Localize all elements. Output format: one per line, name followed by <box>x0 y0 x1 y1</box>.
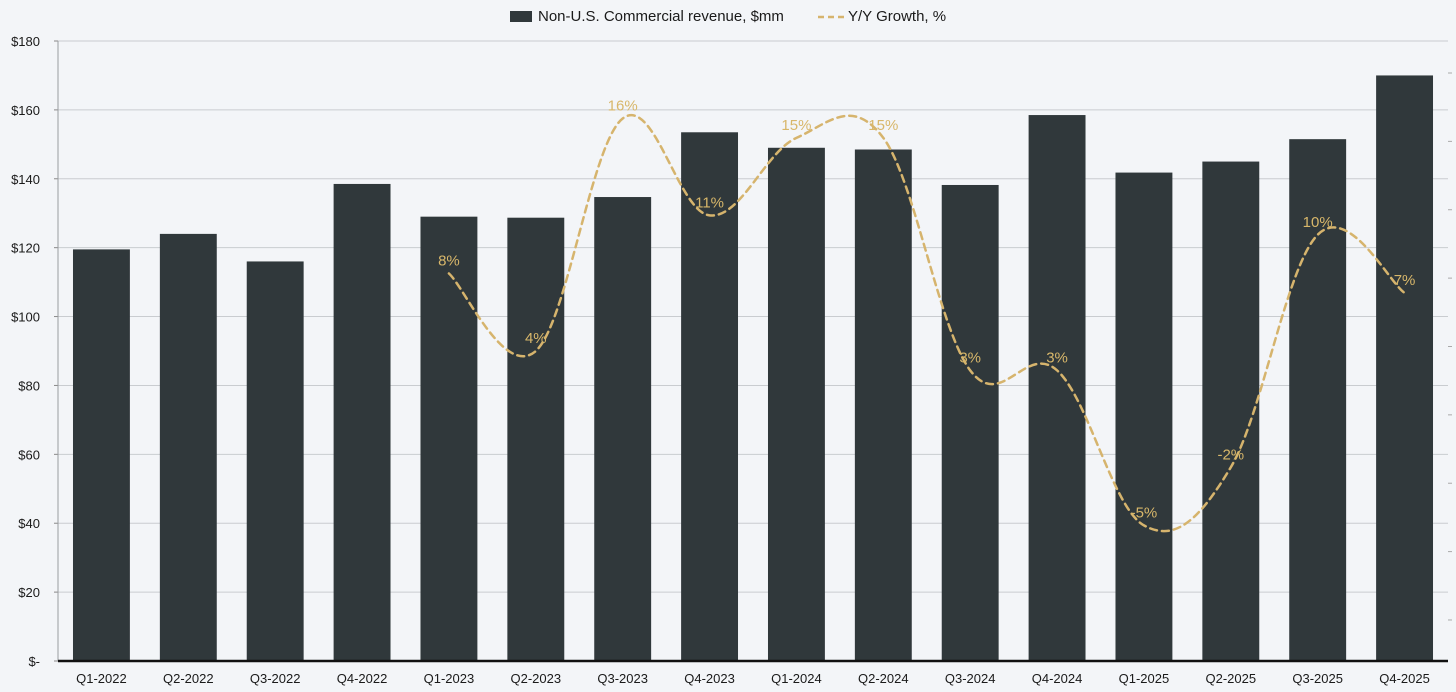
bar-Q2-2023 <box>507 217 565 661</box>
x-tick-label: Q2-2022 <box>163 671 214 686</box>
growth-label-Q2-2024: 15% <box>868 117 898 134</box>
bar-Q3-2023 <box>594 197 652 662</box>
bar-Q2-2022 <box>159 233 217 661</box>
legend-label-growth: Y/Y Growth, % <box>848 8 946 25</box>
x-tick-label: Q3-2025 <box>1292 671 1343 686</box>
y-tick-label: $60 <box>18 447 40 462</box>
bar-Q3-2024 <box>941 184 999 661</box>
growth-label-Q1-2024: 15% <box>781 117 811 134</box>
y-tick-label: $180 <box>11 34 40 49</box>
x-tick-label: Q2-2024 <box>858 671 909 686</box>
x-tick-label: Q4-2025 <box>1379 671 1430 686</box>
growth-label-Q3-2023: 16% <box>608 98 638 115</box>
x-tick-label: Q4-2022 <box>337 671 388 686</box>
x-tick-label: Q3-2022 <box>250 671 301 686</box>
bar-Q1-2025 <box>1115 172 1173 662</box>
bar-Q3-2022 <box>246 261 304 661</box>
bar-Q4-2023 <box>681 132 739 661</box>
bar-Q4-2025 <box>1376 75 1434 661</box>
bar-Q2-2024 <box>854 149 912 661</box>
bar-Q4-2022 <box>333 183 391 661</box>
x-tick-label: Q4-2024 <box>1032 671 1083 686</box>
growth-label-Q4-2024: 3% <box>1046 349 1068 366</box>
growth-label-Q3-2024: 3% <box>959 349 981 366</box>
growth-label-Q2-2025: -2% <box>1217 446 1244 463</box>
bar-Q1-2023 <box>420 216 478 661</box>
x-tick-label: Q1-2025 <box>1119 671 1170 686</box>
x-tick-label: Q3-2023 <box>597 671 648 686</box>
bar-Q1-2022 <box>72 249 130 661</box>
x-tick-label: Q2-2023 <box>511 671 562 686</box>
growth-label-Q3-2025: 10% <box>1303 214 1333 231</box>
growth-label-Q2-2023: 4% <box>525 330 547 347</box>
x-tick-label: Q1-2024 <box>771 671 822 686</box>
bar-Q3-2025 <box>1289 139 1347 661</box>
growth-line <box>447 114 1406 533</box>
bar-Q1-2024 <box>767 147 825 661</box>
y-tick-label: $160 <box>11 103 40 118</box>
bar-Q4-2024 <box>1028 115 1086 662</box>
axes: $- $20 $40 $60 $80 $100 $120 $140 $160 $180 Q1-202… <box>11 34 1452 686</box>
bar-series <box>72 75 1434 662</box>
y-tick-label: $140 <box>11 172 40 187</box>
y-tick-label: $- <box>28 654 40 669</box>
y-tick-label: $120 <box>11 241 40 256</box>
growth-label-Q4-2023: 11% <box>695 194 724 211</box>
x-tick-label: Q1-2022 <box>76 671 127 686</box>
x-tick-label: Q2-2025 <box>1206 671 1257 686</box>
y-tick-label: $100 <box>11 310 40 325</box>
growth-label-Q1-2025: -5% <box>1131 504 1158 521</box>
x-tick-label: Q1-2023 <box>424 671 475 686</box>
y-tick-label: $40 <box>18 516 40 531</box>
growth-series <box>447 114 1406 533</box>
growth-label-Q1-2023: 8% <box>438 253 460 270</box>
legend-swatch-revenue <box>510 11 532 22</box>
x-tick-label: Q4-2023 <box>684 671 735 686</box>
bar-Q2-2025 <box>1202 161 1260 662</box>
legend: Non-U.S. Commercial revenue, $mm Y/Y Gro… <box>510 8 946 25</box>
y-tick-label: $80 <box>18 378 40 393</box>
y-tick-label: $20 <box>18 585 40 600</box>
growth-data-labels: 8% 4% 16% 11% 15% 15% 3% 3% -5% -2% 10% 7% <box>438 98 1415 522</box>
legend-label-revenue: Non-U.S. Commercial revenue, $mm <box>538 8 784 25</box>
growth-label-Q4-2025: 7% <box>1394 272 1416 289</box>
x-tick-label: Q3-2024 <box>945 671 996 686</box>
